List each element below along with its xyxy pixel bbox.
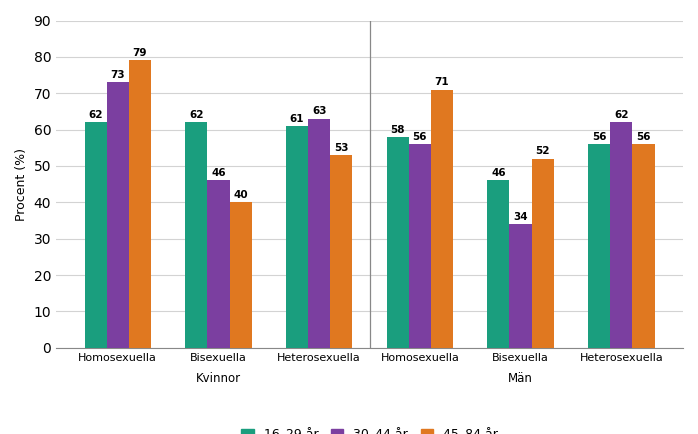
- Text: 56: 56: [413, 132, 427, 142]
- Bar: [207, 181, 230, 348]
- Bar: [185, 122, 207, 348]
- Text: 63: 63: [312, 106, 327, 116]
- Bar: [107, 82, 129, 348]
- Text: 79: 79: [133, 48, 147, 58]
- Bar: [286, 126, 308, 348]
- Text: 73: 73: [110, 70, 125, 80]
- Bar: [588, 144, 610, 348]
- Text: 52: 52: [535, 147, 550, 157]
- Bar: [84, 122, 107, 348]
- Bar: [330, 155, 352, 348]
- Bar: [632, 144, 655, 348]
- Bar: [387, 137, 409, 348]
- Text: 62: 62: [89, 110, 103, 120]
- Text: 40: 40: [233, 190, 248, 200]
- Legend: 16–29 år, 30–44 år, 45–84 år: 16–29 år, 30–44 år, 45–84 år: [236, 423, 503, 434]
- Bar: [129, 60, 151, 348]
- Bar: [409, 144, 431, 348]
- Text: 61: 61: [290, 114, 304, 124]
- Text: 71: 71: [435, 77, 450, 87]
- Bar: [230, 202, 252, 348]
- Text: 62: 62: [189, 110, 204, 120]
- Text: 34: 34: [513, 212, 528, 222]
- Text: 46: 46: [211, 168, 225, 178]
- Bar: [532, 159, 554, 348]
- Bar: [610, 122, 632, 348]
- Text: 62: 62: [614, 110, 628, 120]
- Bar: [510, 224, 532, 348]
- Text: Män: Män: [508, 372, 533, 385]
- Text: 56: 56: [592, 132, 607, 142]
- Bar: [487, 181, 510, 348]
- Text: 46: 46: [491, 168, 506, 178]
- Bar: [308, 118, 330, 348]
- Text: 58: 58: [390, 125, 405, 135]
- Text: Kvinnor: Kvinnor: [196, 372, 241, 385]
- Text: 53: 53: [334, 143, 348, 153]
- Bar: [431, 89, 453, 348]
- Y-axis label: Procent (%): Procent (%): [15, 148, 28, 220]
- Text: 56: 56: [636, 132, 651, 142]
